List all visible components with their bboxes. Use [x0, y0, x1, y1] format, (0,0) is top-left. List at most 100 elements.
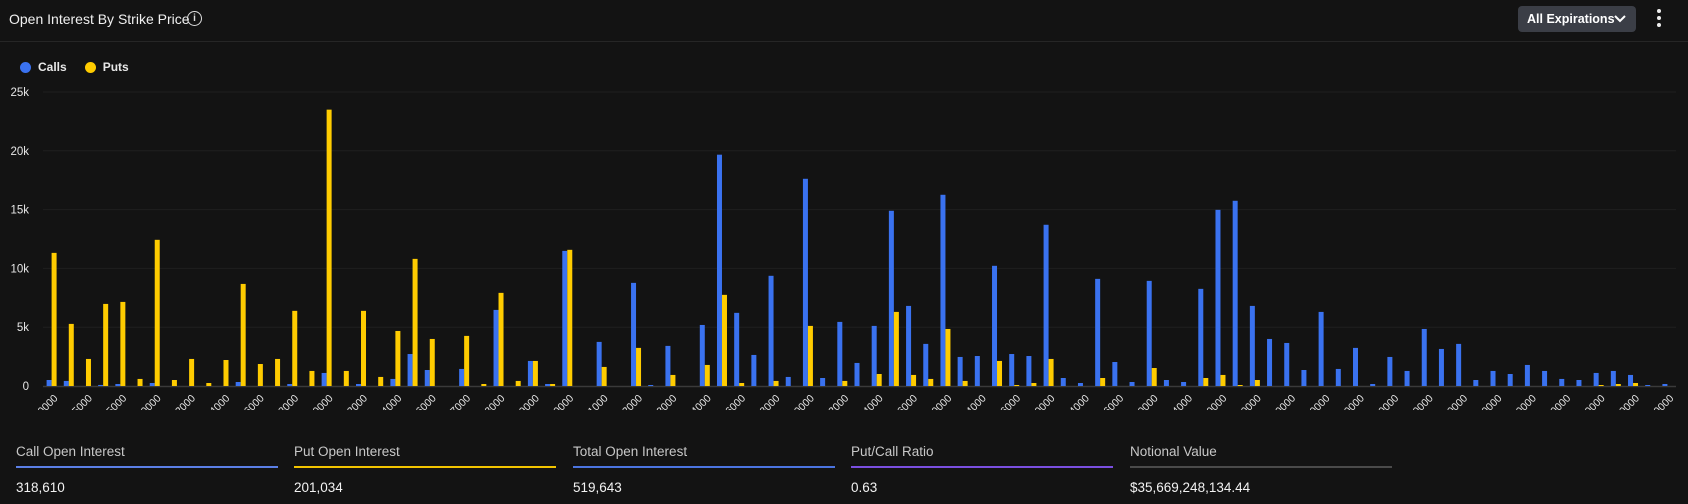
x-tick-label: 80000 [788, 392, 817, 410]
kebab-menu-icon[interactable] [1654, 9, 1664, 31]
puts-bar [567, 249, 573, 386]
calls-bar [235, 382, 241, 386]
calls-bar [1387, 356, 1393, 386]
calls-bar [648, 385, 654, 386]
x-tick-label: 260000 [1540, 392, 1573, 410]
puts-bar [137, 378, 143, 386]
legend-item-calls[interactable]: Calls [20, 60, 67, 74]
stat-total-oi: Total Open Interest 519,643 [573, 444, 835, 495]
puts-bar [842, 380, 848, 386]
x-tick-label: 76000 [719, 392, 748, 410]
calls-bar [1542, 370, 1548, 386]
calls-bar [1404, 370, 1410, 386]
calls-bar [1576, 380, 1582, 386]
x-tick-label: 54000 [203, 392, 232, 410]
calls-bar [1559, 378, 1565, 386]
puts-bar [240, 283, 246, 386]
puts-bar [378, 376, 384, 386]
calls-bar [1593, 372, 1599, 386]
dropdown-label: All Expirations [1527, 12, 1615, 26]
x-tick-label: 71000 [581, 392, 610, 410]
x-tick-label: 90000 [925, 392, 954, 410]
stat-underline [573, 466, 835, 468]
calls-bar [820, 378, 826, 386]
stat-label: Put Open Interest [294, 444, 400, 459]
calls-bar [459, 368, 465, 386]
x-tick-label: 106000 [1093, 392, 1126, 410]
stat-underline [294, 466, 556, 468]
calls-bar [1026, 356, 1032, 386]
info-icon[interactable]: i [187, 11, 202, 26]
calls-bar [115, 384, 121, 386]
x-tick-label: 130000 [1231, 392, 1264, 410]
puts-bar [532, 360, 538, 386]
calls-bar [545, 384, 551, 386]
y-tick-label: 15k [10, 205, 29, 217]
puts-bar [1220, 374, 1226, 386]
stat-call-oi: Call Open Interest 318,610 [16, 444, 278, 495]
calls-bar [1438, 348, 1444, 386]
x-tick-label: 52000 [169, 392, 198, 410]
calls-bar [1077, 383, 1083, 386]
x-tick-label: 69000 [513, 392, 542, 410]
puts-bar [326, 109, 332, 386]
calls-bar [1421, 328, 1427, 386]
puts-dot-icon [84, 61, 96, 73]
x-tick-label: 170000 [1368, 392, 1401, 410]
calls-bar [854, 362, 860, 386]
puts-bar [498, 292, 504, 386]
puts-bar [464, 335, 470, 386]
x-tick-label: 114000 [1162, 392, 1195, 410]
stat-value: 0.63 [851, 480, 878, 495]
x-tick-label: 56000 [238, 392, 267, 410]
stat-notional-value: Notional Value $35,669,248,134.44 [1130, 444, 1392, 495]
puts-bar [361, 310, 367, 386]
x-tick-label: 45000 [100, 392, 129, 410]
x-tick-label: 64000 [375, 392, 404, 410]
x-tick-label: 35000 [66, 392, 95, 410]
x-tick-label: 20000 [31, 392, 60, 410]
stat-put-oi: Put Open Interest 201,034 [294, 444, 556, 495]
puts-bar [103, 303, 109, 386]
calls-bar [785, 376, 791, 386]
x-tick-label: 82000 [822, 392, 851, 410]
x-tick-label: 73000 [650, 392, 679, 410]
stat-label: Call Open Interest [16, 444, 125, 459]
calls-bar [1284, 342, 1290, 386]
puts-bar [893, 311, 899, 386]
legend-label: Calls [38, 60, 67, 74]
calls-bar [1524, 364, 1530, 386]
puts-bar [997, 360, 1003, 386]
expiration-dropdown[interactable]: All Expirations [1518, 6, 1636, 32]
x-tick-label: 67000 [444, 392, 473, 410]
x-tick-label: 74000 [685, 392, 714, 410]
x-tick-label: 86000 [891, 392, 920, 410]
x-tick-label: 160000 [1334, 392, 1367, 410]
calls-bar [734, 312, 740, 386]
calls-bar [287, 384, 293, 386]
calls-bar [493, 309, 499, 386]
calls-bar [46, 380, 52, 386]
stat-underline [16, 466, 278, 468]
puts-bar [85, 358, 91, 386]
calls-bar [390, 378, 396, 386]
calls-bar [1009, 354, 1015, 386]
stat-value: $35,669,248,134.44 [1130, 480, 1251, 495]
puts-bar [911, 374, 917, 386]
puts-bar [636, 347, 642, 386]
calls-bar [1473, 380, 1479, 386]
y-tick-label: 0 [23, 381, 29, 393]
puts-bar [773, 380, 779, 386]
calls-bar [665, 345, 671, 386]
x-tick-label: 50000 [135, 392, 164, 410]
puts-bar [670, 374, 676, 386]
chevron-down-icon [1614, 15, 1626, 23]
calls-bar [1662, 384, 1668, 386]
legend-item-puts[interactable]: Puts [84, 60, 129, 74]
x-tick-label: 84000 [857, 392, 886, 410]
calls-bar [1490, 370, 1496, 386]
x-tick-label: 100000 [1024, 392, 1057, 410]
x-tick-label: 62000 [341, 392, 370, 410]
x-tick-label: 200000 [1437, 392, 1470, 410]
legend-label: Puts [102, 60, 129, 74]
